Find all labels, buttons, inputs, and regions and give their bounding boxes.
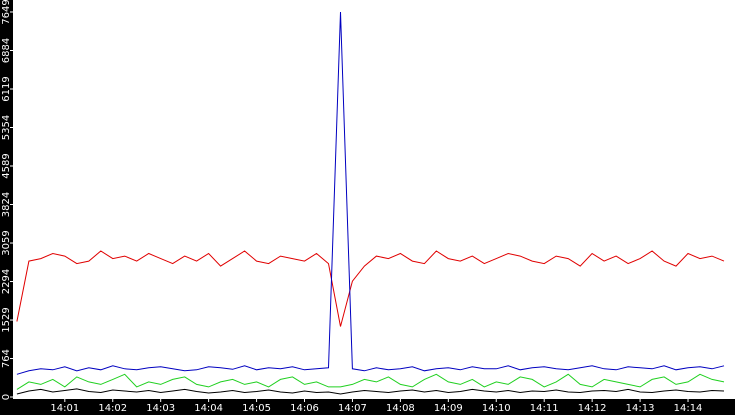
x-tick-label: 14:04 <box>194 403 223 414</box>
x-tick-label: 14:08 <box>386 403 415 414</box>
y-tick-label: 6119 <box>1 76 12 101</box>
y-tick-label: 1529 <box>1 307 12 332</box>
series-line <box>16 388 725 395</box>
series-line <box>16 250 725 327</box>
x-tick-label: 14:06 <box>290 403 319 414</box>
x-tick-label: 14:05 <box>242 403 271 414</box>
y-tick-label: 7649 <box>1 0 12 25</box>
y-axis-strip <box>0 0 13 415</box>
x-tick-label: 14:03 <box>146 403 175 414</box>
x-tick-label: 14:07 <box>338 403 367 414</box>
y-tick-label: 3824 <box>1 192 12 217</box>
y-tick-label: 4589 <box>1 153 12 178</box>
series-line <box>16 11 725 375</box>
y-tick-label: 6884 <box>1 38 12 63</box>
x-tick-label: 14:13 <box>626 403 655 414</box>
y-tick-label: 2294 <box>1 269 12 294</box>
x-tick-label: 14:01 <box>50 403 79 414</box>
x-axis-strip <box>0 399 735 415</box>
series-line <box>16 373 725 390</box>
x-tick-label: 14:10 <box>482 403 511 414</box>
x-tick-label: 14:14 <box>674 403 703 414</box>
y-tick-label: 3059 <box>1 230 12 255</box>
x-tick-label: 14:02 <box>98 403 127 414</box>
y-tick-label: 0 <box>1 394 12 400</box>
y-tick-label: 5354 <box>1 115 12 140</box>
x-tick-label: 14:11 <box>530 403 559 414</box>
y-tick-label: 764 <box>1 349 12 368</box>
x-tick-label: 14:12 <box>578 403 607 414</box>
x-tick-label: 14:09 <box>434 403 463 414</box>
